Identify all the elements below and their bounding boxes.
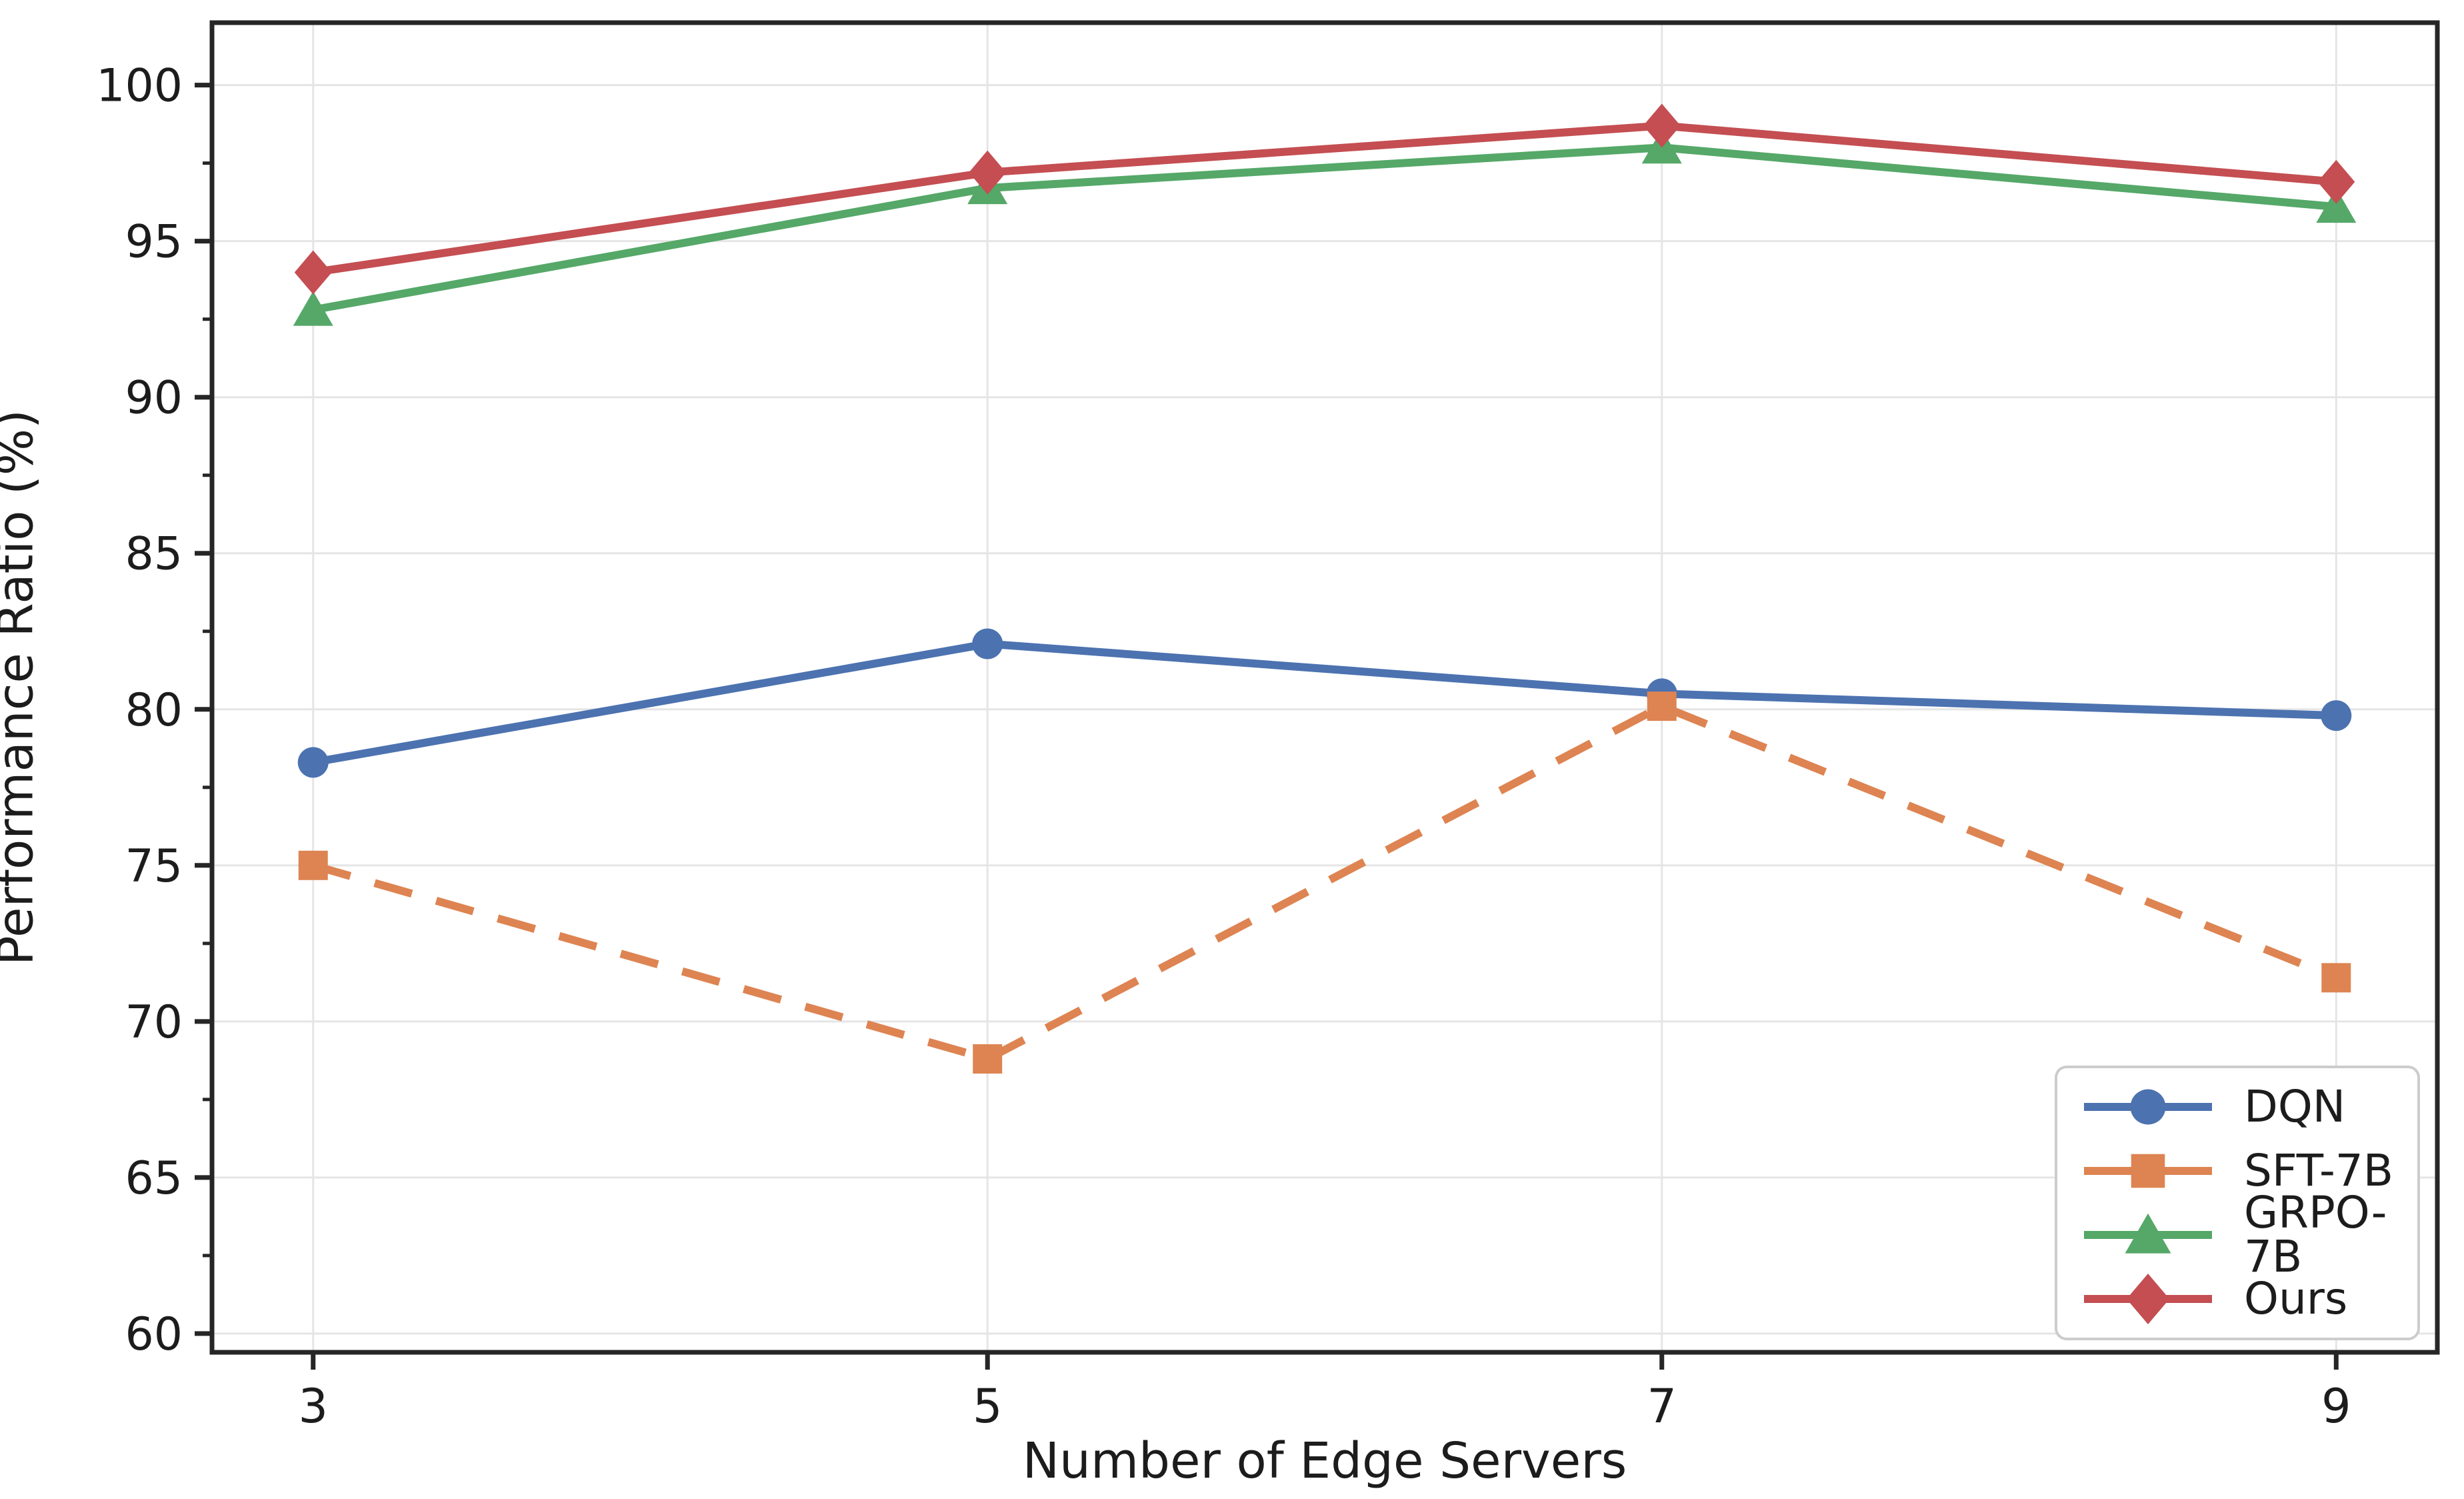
- data-point-marker: [294, 250, 332, 295]
- data-point-marker: [2130, 1089, 2166, 1125]
- series-line: [312, 121, 2337, 277]
- y-tick-label: 85: [125, 528, 183, 581]
- data-point-marker: [297, 747, 329, 778]
- legend-label: SFT-7B: [2244, 1145, 2394, 1196]
- series-sft-7b: [298, 691, 2351, 1074]
- legend-item-grpo-7b: GRPO-7B: [2080, 1191, 2417, 1279]
- y-tick-label: 60: [125, 1308, 183, 1361]
- legend: DQN SFT-7B GRPO-7B Ours: [2055, 1066, 2420, 1340]
- series-line: [312, 143, 2337, 314]
- series-line: [312, 702, 2338, 1064]
- y-tick-label: 70: [125, 996, 183, 1049]
- y-tick-label: 95: [125, 216, 183, 269]
- data-point-marker: [1647, 691, 1677, 721]
- series-line: [312, 639, 2337, 767]
- legend-line-marker-icon: [2084, 1274, 2212, 1324]
- data-point-marker: [969, 150, 1007, 195]
- data-point-marker: [972, 628, 1003, 659]
- legend-item-dqn: DQN: [2080, 1076, 2417, 1138]
- series-dqn: [297, 628, 2352, 778]
- y-tick-label: 75: [125, 840, 183, 893]
- data-point-marker: [298, 850, 328, 880]
- y-tick-label: 80: [125, 684, 183, 737]
- data-point-marker: [2131, 1154, 2165, 1188]
- data-point-marker: [2126, 1274, 2170, 1324]
- legend-label: GRPO-7B: [2244, 1187, 2387, 1282]
- y-tick-label: 90: [125, 372, 183, 425]
- legend-line-marker-icon: [2084, 1154, 2212, 1188]
- data-point-marker: [2316, 188, 2357, 223]
- data-point-marker: [2321, 700, 2352, 731]
- x-tick-label: 3: [298, 1379, 328, 1434]
- data-point-marker: [1643, 103, 1681, 148]
- legend-line-marker-icon: [2084, 1213, 2212, 1254]
- data-point-marker: [293, 291, 333, 326]
- data-point-marker: [2317, 159, 2355, 204]
- y-axis-title-text: Performance Ratio (%): [0, 409, 45, 966]
- y-tick-label: 65: [125, 1152, 183, 1205]
- data-point-marker: [973, 1044, 1003, 1074]
- x-axis-title-text: Number of Edge Servers: [1022, 1432, 1627, 1490]
- legend-item-sft-7b: SFT-7B: [2080, 1140, 2417, 1202]
- axes-spines: [209, 20, 2440, 1355]
- x-tick-label: 7: [1647, 1379, 1677, 1434]
- data-point-marker: [2321, 963, 2351, 993]
- x-tick-label: 9: [2321, 1379, 2351, 1434]
- series-ours: [294, 103, 2355, 295]
- data-point-marker: [2125, 1213, 2171, 1254]
- y-tick-label: 100: [96, 60, 183, 113]
- x-tick-label: 5: [973, 1379, 1003, 1434]
- legend-label: DQN: [2244, 1081, 2346, 1132]
- legend-item-ours: Ours: [2080, 1268, 2417, 1330]
- legend-label: Ours: [2244, 1273, 2348, 1324]
- legend-line-marker-icon: [2084, 1089, 2212, 1125]
